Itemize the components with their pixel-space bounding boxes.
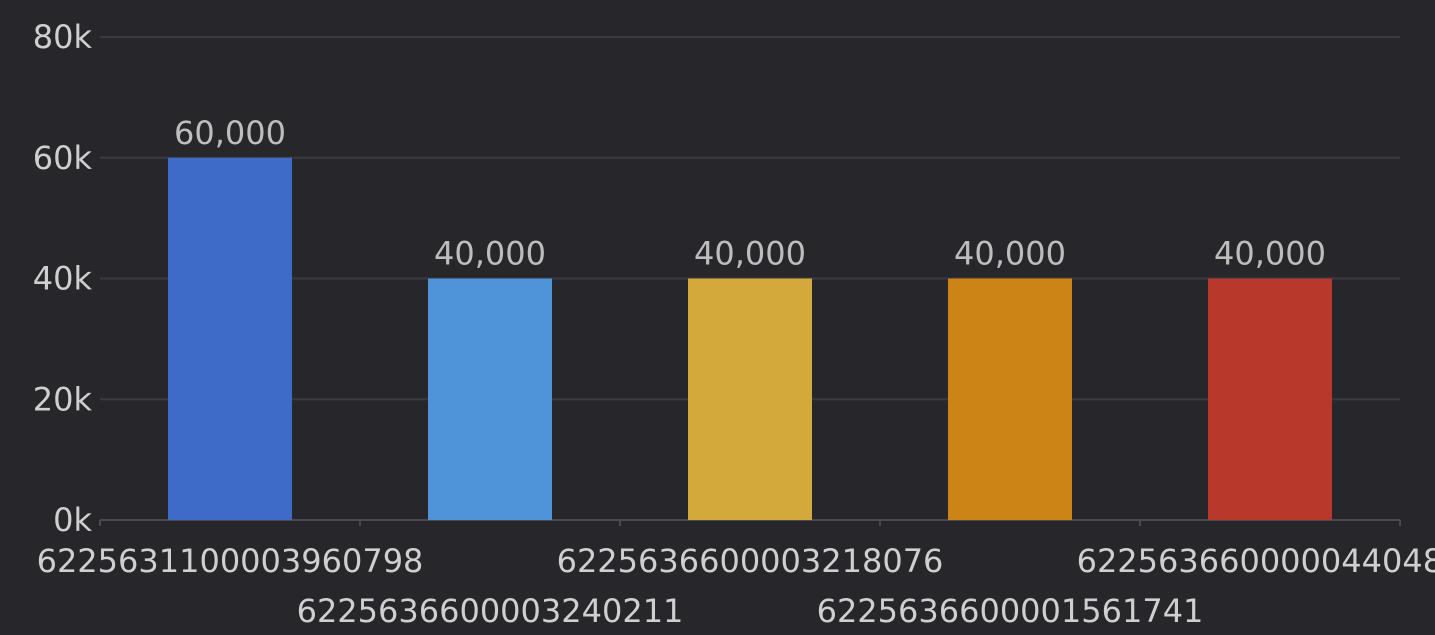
- bar-value-label: 40,000: [1214, 235, 1326, 273]
- x-category-label: 6225636600003240211: [297, 592, 684, 630]
- x-category-label: 6225636600001561741: [817, 592, 1204, 630]
- bar-value-label: 40,000: [954, 235, 1066, 273]
- x-category-label: 6225636600000440483: [1077, 542, 1435, 580]
- bar: [168, 157, 292, 520]
- x-category-label: 6225636600003218076: [557, 542, 944, 580]
- bar: [948, 278, 1072, 520]
- y-tick-label: 20k: [33, 380, 93, 418]
- y-tick-label: 60k: [33, 139, 93, 177]
- x-category-label: 6225631100003960798: [37, 542, 424, 580]
- labels-layer: 60,000 6225631100003960798 40,000 622563660…: [37, 114, 1435, 630]
- y-tick-label: 80k: [33, 18, 93, 56]
- bar-value-label: 40,000: [694, 235, 806, 273]
- bar-value-label: 40,000: [434, 235, 546, 273]
- y-tick-label: 40k: [33, 260, 93, 298]
- bars-layer: [168, 157, 1332, 520]
- bar-value-label: 60,000: [174, 114, 286, 152]
- axis-layer: 0k 20k 40k 60k 80k: [33, 18, 1401, 539]
- bar: [428, 278, 552, 520]
- y-tick-label: 0k: [53, 501, 92, 539]
- bar: [688, 278, 812, 520]
- bar: [1208, 278, 1332, 520]
